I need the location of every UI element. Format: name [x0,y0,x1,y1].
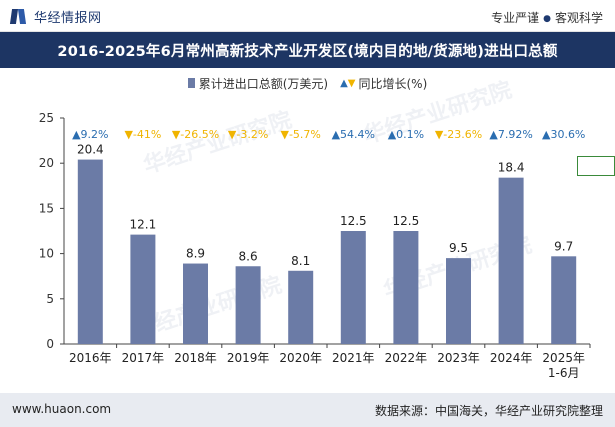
bar [288,270,314,344]
bar-value-label: 12.5 [393,214,420,228]
bar-value-label: 12.5 [340,214,367,228]
bar [340,231,366,344]
legend-item-total: 累计进出口总额(万美元) [187,75,329,92]
legend-swatch [187,78,195,88]
chart-legend: 累计进出口总额(万美元) ▲ ▼ 同比增长(%) [0,74,615,92]
x-tick-label: 2017年 [122,351,165,365]
x-tick-label: 1-6月 [548,366,580,380]
bar [77,159,103,344]
footer-url[interactable]: www.huaon.com [12,402,112,416]
growth-label: ▲30.6% [542,128,585,141]
bar-chart: 0 5 10 15 20 25 20.4 2016年 ▲9.2% 12.1 2017年 ▼-41% 8.… [39,111,591,380]
chart-title: 2016-2025年6月常州高新技术产业开发区(境内目的地/货源地)进出口总额 [57,43,558,60]
brand[interactable]: 华经情报网 [9,7,102,26]
footer-source: 数据来源：中国海关，华经产业研究院整理 [374,404,603,418]
x-tick-label: 2018年 [174,351,217,365]
y-tick-label: 25 [39,111,54,125]
title-bar: 2016-2025年6月常州高新技术产业开发区(境内目的地/货源地)进出口总额 [0,32,615,68]
bar [446,258,471,344]
growth-label: ▲7.92% [489,128,532,141]
x-tick-label: 2023年 [437,351,480,365]
x-tick-label: 2024年 [490,351,533,365]
selection-box[interactable] [577,156,615,176]
bar-value-label: 20.4 [77,143,104,157]
x-tick-label: 2022年 [385,351,428,365]
x-tick-label: 2025年 [542,351,585,365]
bar-value-label: 8.6 [239,249,258,263]
growth-label: ▼-3.2% [228,128,268,141]
growth-label: ▼-41% [124,128,161,141]
slogan-right: 客观科学 [554,11,603,25]
x-tick-label: 2021年 [332,351,375,365]
y-tick-label: 20 [39,156,54,170]
y-tick-label: 15 [39,201,54,215]
growth-label: ▼-5.7% [281,128,321,141]
growth-label: ▼-23.6% [435,128,482,141]
bar-value-label: 8.1 [291,254,310,268]
bar [393,231,419,344]
footer: www.huaon.com 数据来源：中国海关，华经产业研究院整理 [0,393,615,427]
growth-label: ▲0.1% [388,128,424,141]
x-tick-label: 2019年 [227,351,270,365]
bar-value-label: 12.1 [130,218,157,232]
growth-label: ▲54.4% [332,128,375,141]
y-tick-label: 5 [46,292,54,306]
dot-separator-icon: ● [543,14,551,24]
slogan-left: 专业严谨 [491,11,540,25]
bar-value-label: 9.5 [449,241,468,255]
x-tick-label: 2020年 [279,351,322,365]
legend-label-growth: 同比增长(%) [358,76,428,91]
growth-label: ▲9.2% [72,128,108,141]
bar [498,177,524,344]
bar [130,234,156,344]
legend-label-total: 累计进出口总额(万美元) [198,76,329,91]
slogan: 专业严谨 ● 客观科学 [491,9,603,26]
y-tick-label: 10 [39,247,54,261]
bar-value-label: 18.4 [498,161,525,175]
bar-value-label: 8.9 [186,247,205,261]
bar [183,263,208,344]
top-bar: 华经情报网 专业严谨 ● 客观科学 [0,0,615,32]
bar [551,256,577,344]
bar [235,266,261,344]
growth-label: ▼-26.5% [172,128,219,141]
triangle-up-icon: ▲ [340,77,348,89]
brand-name: 华经情报网 [34,11,102,26]
logo-icon [9,8,28,25]
legend-item-growth: ▲ ▼ 同比增长(%) [340,75,427,92]
triangle-down-icon: ▼ [347,77,356,89]
y-tick-label: 0 [46,337,54,351]
bar-value-label: 9.7 [554,239,573,253]
x-tick-label: 2016年 [69,351,112,365]
